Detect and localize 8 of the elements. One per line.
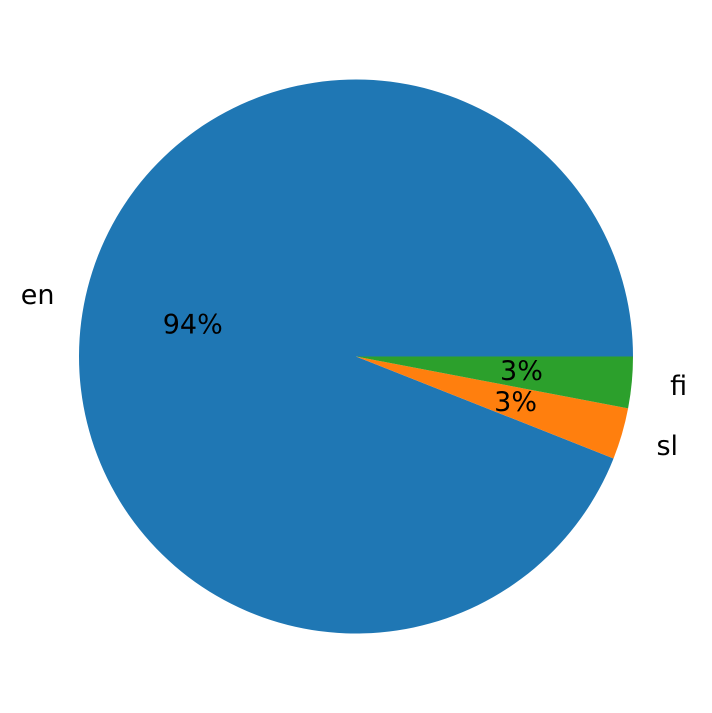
pie-slice	[80, 80, 633, 634]
slice-label: fi	[670, 371, 688, 402]
slice-label: en	[20, 280, 55, 311]
slice-label: sl	[656, 430, 678, 462]
pie-slice	[356, 356, 628, 458]
data-label: 94%	[162, 309, 223, 340]
data-label: 3%	[494, 386, 538, 418]
data-label: 3%	[500, 356, 543, 388]
